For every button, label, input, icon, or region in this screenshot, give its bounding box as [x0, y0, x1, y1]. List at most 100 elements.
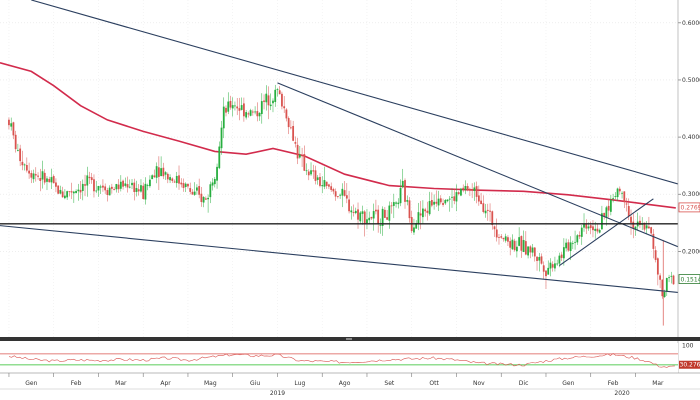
candle-up [455, 192, 458, 202]
value-tag-label: 0.1514 [681, 276, 700, 283]
candle-up [144, 183, 147, 200]
candle-up [587, 226, 590, 229]
candle-down [110, 186, 113, 189]
candle-down [307, 171, 310, 176]
candles-layer [8, 84, 675, 326]
month-label: Mar [652, 380, 664, 387]
candle-down [162, 167, 165, 177]
candle-down [14, 134, 17, 150]
month-label: Nov [473, 380, 485, 387]
candle-up [413, 227, 415, 233]
candle-down [493, 226, 496, 230]
candle-up [234, 105, 236, 107]
candle-down [117, 184, 120, 190]
candle-up [609, 199, 612, 212]
candle-up [41, 171, 44, 180]
candle-down [225, 107, 227, 113]
candle-up [86, 175, 89, 186]
candle-up [95, 190, 98, 192]
candle-up [504, 236, 507, 241]
candle-down [659, 275, 661, 280]
candle-down [68, 191, 71, 193]
candle-down [325, 181, 328, 186]
candle-down [283, 106, 286, 109]
candle-down [426, 210, 429, 213]
candle-up [272, 100, 274, 104]
candle-up [484, 210, 487, 214]
candle-up [576, 235, 579, 243]
candle-down [314, 170, 317, 181]
month-label: Mag [204, 380, 217, 387]
candle-up [350, 210, 353, 213]
month-label: Mar [115, 380, 127, 387]
candle-down [491, 211, 494, 226]
candle-down [88, 176, 91, 179]
year-label: 2019 [270, 390, 285, 397]
candle-up [202, 197, 205, 203]
value-tag-box [678, 274, 700, 284]
candle-up [366, 219, 368, 224]
candle-down [21, 161, 24, 166]
candle-up [379, 224, 382, 226]
candle-down [513, 240, 516, 251]
candle-up [437, 198, 440, 206]
candle-up [227, 101, 230, 112]
candle-up [160, 168, 163, 177]
candle-down [639, 220, 641, 225]
candle-up [66, 191, 69, 198]
candle-down [480, 200, 482, 205]
candle-up [276, 89, 279, 90]
candle-down [551, 264, 554, 268]
candle-down [8, 119, 10, 126]
candle-up [612, 198, 615, 199]
candle-up [562, 247, 565, 259]
candle-down [12, 122, 15, 136]
candle-down [133, 182, 136, 193]
candle-up [583, 223, 585, 228]
candle-down [625, 203, 628, 205]
candle-down [122, 180, 124, 187]
rsi-tag-box [679, 360, 700, 369]
candle-up [316, 177, 319, 180]
candle-up [515, 246, 518, 252]
candle-down [536, 256, 538, 261]
candle-down [545, 270, 547, 277]
rsi-background [0, 343, 678, 373]
month-label: Gen [25, 380, 37, 387]
candle-up [341, 188, 344, 196]
candle-up [399, 187, 402, 204]
candle-down [191, 191, 194, 195]
candle-up [151, 175, 154, 180]
candle-down [471, 189, 474, 190]
price-tick-label: 0.2000 [682, 248, 700, 255]
candle-up [131, 182, 133, 186]
candle-down [303, 154, 306, 171]
candle-down [652, 233, 655, 249]
candle-down [90, 177, 93, 181]
candle-up [146, 185, 149, 187]
candle-down [357, 209, 359, 220]
candle-up [372, 211, 375, 219]
candle-down [113, 189, 116, 191]
candle-up [258, 112, 261, 117]
candle-down [25, 165, 28, 171]
candle-up [124, 183, 127, 186]
candle-down [656, 258, 659, 275]
candle-down [643, 222, 646, 230]
candle-up [580, 227, 583, 237]
candle-down [386, 217, 389, 220]
candle-down [289, 127, 292, 129]
month-label: Apr [160, 380, 171, 387]
candle-up [518, 237, 521, 246]
candle-down [439, 198, 442, 203]
candle-up [397, 202, 400, 205]
candle-up [538, 257, 541, 261]
candle-down [57, 185, 60, 194]
candle-up [240, 105, 243, 110]
value-tag-box [678, 202, 700, 213]
candle-down [204, 198, 207, 200]
candle-down [507, 237, 509, 242]
candle-down [592, 226, 594, 231]
candle-up [614, 196, 617, 197]
